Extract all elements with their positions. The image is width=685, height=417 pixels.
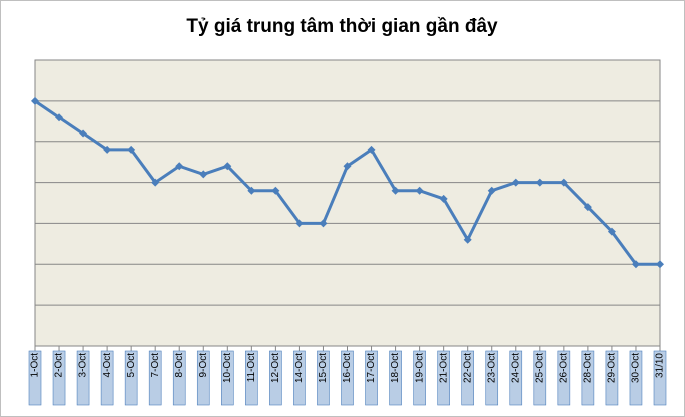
chart-title: Tỷ giá trung tâm thời gian gần đây [186, 16, 498, 37]
x-label-box [196, 350, 210, 406]
x-tick-label: 17-Oct [366, 353, 377, 383]
data-point [175, 162, 184, 171]
x-label-box [413, 350, 426, 406]
data-point [656, 260, 664, 269]
x-tick-label: 24-Oct [510, 353, 521, 383]
data-point [463, 235, 472, 244]
data-point [415, 186, 424, 195]
x-label-box [100, 350, 114, 406]
x-tick-label: 14-Oct [294, 353, 305, 383]
x-tick-label: 9-Oct [198, 353, 209, 378]
x-label-box [557, 350, 571, 406]
x-tick-label: 28-Oct [583, 353, 594, 383]
x-tick-label: 7-Oct [150, 353, 161, 378]
x-label-box [317, 350, 330, 406]
x-tick-label: 3-Oct [78, 353, 89, 378]
x-tick-label: 2-Oct [54, 353, 65, 378]
x-tick-label: 31/10 [655, 353, 666, 378]
x-tick-label: 16-Oct [342, 353, 353, 383]
x-tick-label: 11-Oct [246, 353, 257, 382]
data-point [223, 162, 232, 171]
x-label-box [293, 350, 306, 406]
x-label-box [485, 350, 499, 406]
x-label-box [221, 350, 234, 406]
x-tick-label: 18-Oct [390, 353, 401, 383]
x-label-box [461, 350, 474, 406]
x-tick-label: 21-Oct [438, 353, 449, 383]
data-point [631, 260, 640, 269]
x-label-box [437, 350, 450, 406]
data-point [79, 129, 88, 138]
data-point [343, 162, 352, 171]
data-point [127, 145, 136, 154]
x-tick-label: 29-Oct [607, 353, 618, 383]
data-point [439, 194, 448, 203]
data-point [199, 170, 208, 179]
x-tick-label: 22-Oct [462, 353, 473, 383]
x-label-box [269, 350, 282, 406]
data-point [151, 178, 160, 187]
x-label-box [365, 350, 378, 406]
x-label-box [172, 350, 186, 406]
plot-area [34, 59, 661, 347]
data-point [367, 145, 376, 154]
x-label-box [52, 350, 66, 406]
data-point [487, 186, 496, 195]
x-tick-label: 5-Oct [126, 353, 137, 378]
data-point [583, 203, 592, 212]
x-tick-label: 8-Oct [174, 353, 185, 378]
x-label-box [341, 350, 354, 406]
x-tick-label: 12-Oct [270, 353, 281, 383]
x-label-box [124, 350, 138, 406]
x-label-box [653, 350, 667, 406]
x-tick-label: 19-Oct [414, 353, 425, 383]
x-label-box [389, 350, 402, 406]
x-label-box [245, 350, 258, 406]
data-point [103, 145, 112, 154]
data-point [511, 178, 520, 187]
x-label-box [148, 350, 162, 406]
x-tick-label: 1-Oct [30, 353, 41, 378]
x-label-box [605, 350, 619, 406]
x-label-box [533, 350, 547, 406]
x-tick-label: 4-Oct [102, 353, 113, 378]
x-label-box [629, 350, 643, 406]
data-point [295, 219, 304, 228]
x-label-box [581, 350, 595, 406]
data-point [535, 178, 544, 187]
x-tick-label: 10-Oct [222, 353, 233, 383]
x-label-box [76, 350, 90, 406]
data-point [271, 186, 280, 195]
x-tick-label: 25-Oct [534, 353, 545, 383]
data-point [559, 178, 568, 187]
x-tick-label: 30-Oct [631, 353, 642, 383]
x-tick-label: 15-Oct [318, 353, 329, 383]
data-point [607, 227, 616, 236]
x-label-box [509, 350, 523, 406]
data-point [247, 186, 256, 195]
x-tick-label: 26-Oct [558, 353, 569, 383]
x-tick-label: 23-Oct [486, 353, 497, 383]
data-point [319, 219, 328, 228]
data-point [391, 186, 400, 195]
x-label-box [28, 350, 42, 406]
data-point [55, 113, 64, 122]
data-point [31, 96, 39, 105]
